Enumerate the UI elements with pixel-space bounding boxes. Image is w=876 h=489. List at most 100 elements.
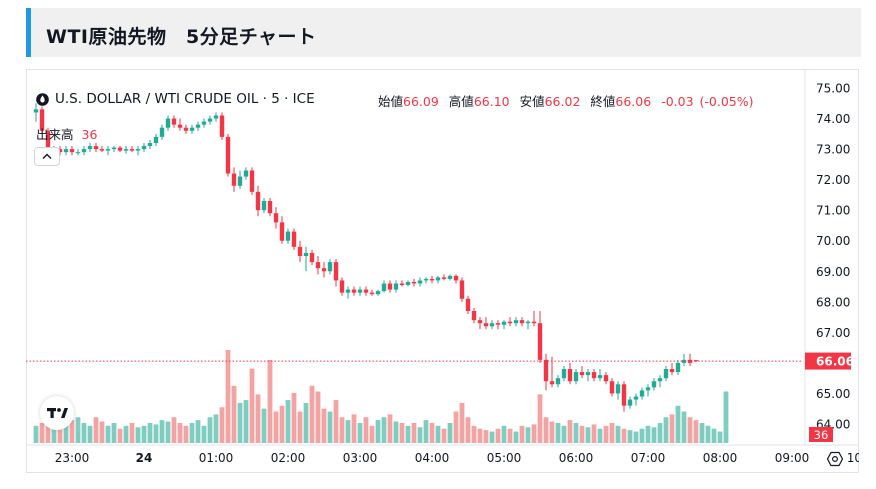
tradingview-logo-icon[interactable] [40, 396, 74, 430]
volume-bar [171, 417, 177, 443]
candle-body [591, 372, 597, 379]
candle-body [405, 281, 411, 286]
volume-bar [231, 385, 237, 443]
volume-bar [429, 422, 435, 443]
collapse-legend-button[interactable] [34, 147, 60, 166]
chart-frame[interactable] [26, 69, 859, 473]
volume-bar [309, 385, 315, 443]
axis-layer: 75.00 74.00 73.00 72.00 71.00 70.00 69.00 68.00… [26, 69, 859, 465]
volume-bar [573, 422, 579, 443]
x-tick-label: 08:00 [703, 451, 738, 465]
candle-body [63, 149, 69, 153]
candlestick-chart[interactable]: 75.00 74.00 73.00 72.00 71.00 70.00 69.00 68.00… [26, 69, 859, 473]
volume-bar [81, 422, 87, 443]
candle-body [375, 291, 381, 295]
volume-bar [129, 422, 135, 443]
candle-body [657, 378, 663, 382]
candle-body [57, 149, 63, 153]
volume-bar [717, 431, 723, 443]
y-tick-label: 74.00 [816, 112, 850, 126]
y-tick-label: 67.00 [816, 326, 850, 340]
volume-bar [381, 417, 387, 443]
candle-body [165, 118, 171, 128]
volume-bar [423, 420, 429, 443]
candle-body [351, 289, 357, 293]
volume-bar [285, 400, 291, 443]
y-tick-label: 75.00 [816, 82, 850, 96]
candle-body [597, 375, 603, 379]
change-percent: (-0.05%) [699, 94, 754, 109]
candle-layer [33, 103, 699, 412]
volume-bar [465, 417, 471, 443]
candle-body [369, 292, 375, 295]
candle-body [345, 289, 351, 293]
candle-body [615, 384, 621, 394]
candle-body [513, 320, 519, 324]
volume-bar [165, 421, 171, 443]
x-tick-label: 09:00 [775, 451, 810, 465]
candle-body [75, 152, 81, 154]
volume-bar [453, 411, 459, 443]
high-label: 高値 [448, 94, 474, 109]
volume-bar [447, 422, 453, 443]
settings-hexagon-icon[interactable] [826, 450, 844, 468]
volume-bar [207, 417, 213, 443]
volume-bar [639, 428, 645, 443]
candle-body [243, 170, 249, 177]
volume-bar [147, 422, 153, 443]
candle-body [303, 252, 309, 256]
candle-body [105, 149, 111, 151]
volume-bar [213, 414, 219, 443]
y-tick-label: 68.00 [816, 295, 850, 309]
candle-body [645, 387, 651, 391]
candle-body [117, 147, 123, 151]
volume-bar [405, 425, 411, 443]
x-tick-label: 02:00 [271, 451, 306, 465]
volume-bar [249, 368, 255, 443]
symbol-legend[interactable]: U.S. DOLLAR / WTI CRUDE OIL · 5 · ICE [36, 91, 315, 107]
candle-body [189, 127, 195, 131]
x-tick-label: 04:00 [415, 451, 450, 465]
volume-bar [699, 422, 705, 443]
volume-bar [63, 414, 69, 443]
volume-bar [525, 427, 531, 443]
volume-bar [189, 422, 195, 443]
volume-bar [687, 417, 693, 443]
volume-bar [531, 424, 537, 443]
volume-bar [537, 394, 543, 443]
candle-body [261, 201, 267, 211]
volume-bar [345, 420, 351, 443]
page-title: WTI原油先物 5分足チャート [46, 26, 317, 48]
candle-body [621, 384, 627, 406]
candle-body [213, 115, 219, 119]
candle-body [447, 275, 453, 279]
last-volume-label: 36 [814, 428, 829, 442]
candle-body [561, 369, 567, 379]
volume-bar [315, 391, 321, 443]
volume-bar [609, 422, 615, 443]
volume-bar [621, 428, 627, 443]
volume-bar [75, 417, 81, 443]
volume-bar [363, 417, 369, 443]
volume-bar [675, 405, 681, 443]
candle-body [627, 399, 633, 406]
volume-bar [459, 402, 465, 443]
volume-bar [135, 427, 141, 443]
candle-body [573, 372, 579, 382]
candle-body [279, 222, 285, 241]
low-value: 66.02 [544, 94, 581, 109]
volume-legend-value: 36 [81, 127, 98, 142]
volume-bar [585, 427, 591, 443]
volume-bar [45, 417, 51, 443]
volume-bar [201, 425, 207, 443]
volume-bar [333, 400, 339, 443]
volume-bar [177, 422, 183, 443]
volume-bar [411, 422, 417, 443]
title-bar: WTI原油先物 5分足チャート [26, 8, 861, 57]
volume-bar [369, 425, 375, 443]
candle-body [393, 283, 399, 290]
candle-body [387, 283, 393, 290]
x-tick-label: 24 [136, 451, 153, 465]
candle-body [87, 146, 93, 150]
volume-bar [195, 420, 201, 443]
